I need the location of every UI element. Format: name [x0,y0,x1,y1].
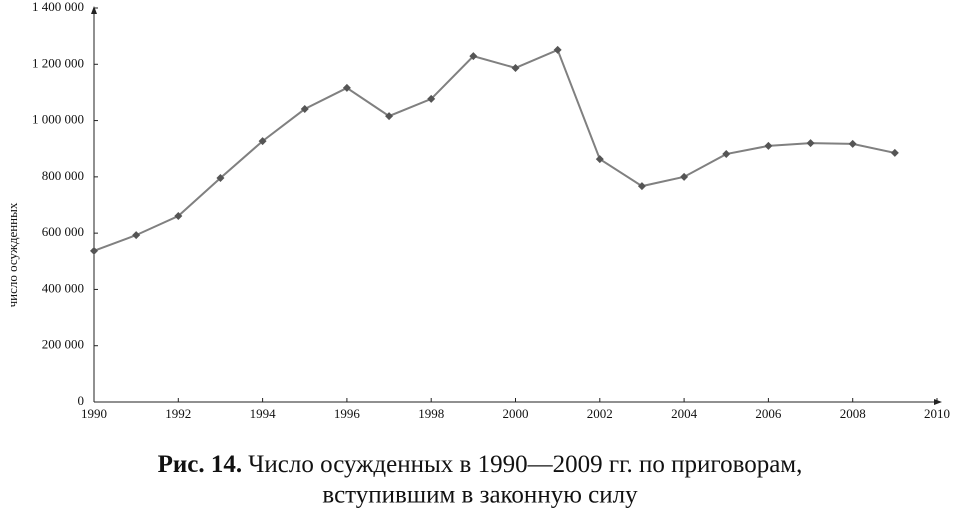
data-point [258,137,267,146]
data-point [511,63,520,72]
x-tick-label: 1994 [250,406,277,421]
x-tick-label: 1990 [81,406,107,421]
x-tick-label: 1998 [418,406,444,421]
x-tick-label: 2002 [587,406,613,421]
x-tick-label: 2000 [503,406,529,421]
y-tick-label: 1 200 000 [32,55,84,70]
data-point [553,45,562,54]
axis-arrow [91,6,97,14]
x-tick-label: 1996 [334,406,361,421]
y-tick-label: 600 000 [42,224,84,239]
data-point [90,246,98,255]
data-point [595,155,604,164]
data-point [469,52,478,61]
x-tick-label: 2010 [924,406,950,421]
y-tick-label: 800 000 [42,168,84,183]
data-point [427,94,436,103]
y-axis-label: число осужденных [5,202,20,307]
axis-arrow [934,399,942,405]
data-point [722,150,731,159]
data-point [342,83,351,92]
data-point [806,139,815,148]
data-line [93,48,896,252]
data-point [848,139,857,148]
caption-label: Рис. 14. [158,451,243,478]
data-point [132,231,141,240]
caption-text: Число осужденных в 1990—2009 гг. по приг… [248,451,802,478]
y-tick-label: 0 [78,393,85,408]
data-point [680,172,689,181]
data-point [385,112,394,121]
data-point [764,141,773,150]
y-tick-label: 200 000 [42,337,84,352]
y-tick-label: 1 400 000 [32,0,84,14]
data-point [216,173,225,182]
y-tick-label: 400 000 [42,280,84,295]
data-point [890,148,899,157]
x-tick-label: 2004 [671,406,698,421]
data-point [637,182,646,191]
caption-line: Рис. 14. Число осужденных в 1990—2009 гг.… [158,451,803,478]
caption-line: вступившим в законную силу [322,482,638,509]
data-point [300,105,309,114]
y-tick-label: 1 000 000 [32,112,84,127]
x-tick-label: 2008 [840,406,866,421]
x-tick-label: 1992 [165,406,191,421]
x-tick-label: 2006 [755,406,782,421]
data-point [174,211,183,220]
